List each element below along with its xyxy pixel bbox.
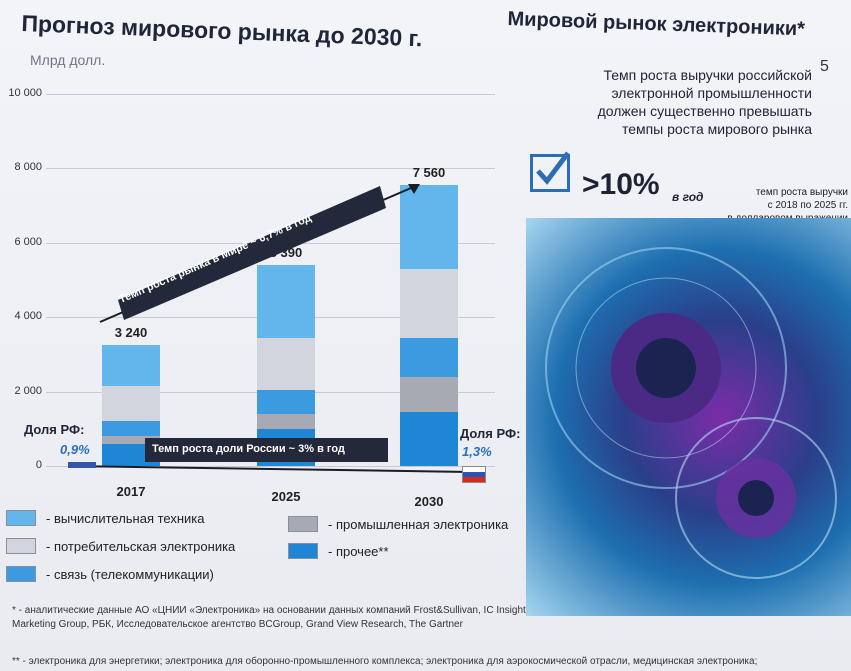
legend-item-other: - прочее** — [288, 543, 389, 559]
unit-label: Млрд долл. — [30, 52, 106, 68]
gridline — [46, 466, 495, 467]
bar-segment — [102, 386, 160, 422]
bar-total-label: 7 560 — [412, 164, 446, 180]
legend-swatch — [288, 543, 318, 559]
legend-label: - прочее** — [328, 543, 389, 559]
bar-segment — [400, 337, 458, 377]
page-number: 5 — [820, 58, 829, 75]
globe-image — [526, 218, 851, 616]
bar-segment — [102, 345, 160, 387]
legend-label: - связь (телекоммуникации) — [46, 566, 214, 582]
y-tick-label: 2 000 — [14, 384, 42, 397]
bar-segment — [102, 421, 160, 437]
legend-swatch — [6, 510, 36, 526]
x-tick-label: 2025 — [271, 489, 301, 504]
y-tick-label: 10 000 — [8, 87, 42, 99]
growth-statement: Темп роста выручки российской электронно… — [597, 67, 812, 137]
bar-segment — [257, 337, 315, 390]
russia-flag-icon — [462, 466, 486, 483]
checkmark-icon — [536, 151, 570, 185]
bar-segment — [257, 389, 315, 414]
y-tick-label: 8 000 — [14, 161, 42, 174]
globe-graphic — [545, 247, 837, 579]
bar-segment — [102, 436, 160, 444]
legend-swatch — [6, 566, 36, 582]
bar-segment — [400, 268, 458, 338]
bar-segment — [400, 376, 458, 413]
legend-item-consumer: - потребительская электроника — [6, 538, 235, 554]
y-tick-label: 0 — [35, 459, 42, 471]
legend-swatch — [288, 516, 318, 532]
bar-total-label: 3 240 — [114, 325, 148, 341]
legend-label: - промышленная электроника — [328, 516, 509, 532]
footnote-sources: * - аналитические данные АО «ЦНИИ «Элект… — [12, 605, 821, 630]
russia-growth-label: Темп роста доли России ~ 3% в год — [152, 443, 345, 455]
share-value-2030: 1,3% — [462, 444, 492, 459]
legend-item-industrial: - промышленная электроника — [288, 516, 508, 532]
gridline — [46, 94, 495, 95]
x-tick-label: 2017 — [116, 484, 146, 499]
share-value-2017: 0,9% — [60, 442, 90, 457]
bar-segment — [257, 265, 315, 338]
gridline — [46, 168, 495, 170]
bar-segment — [400, 412, 458, 466]
legend-item-computing: - вычислительная техника — [6, 510, 205, 526]
checkbox-icon — [530, 151, 570, 192]
legend-swatch — [6, 538, 36, 554]
footnote-other: ** - электроника для энергетики; электро… — [12, 656, 758, 667]
share-label-2030: Доля РФ: — [460, 426, 521, 441]
y-tick-label: 6 000 — [14, 235, 42, 248]
y-tick-label: 4 000 — [14, 310, 42, 323]
bar-segment — [400, 184, 458, 269]
small-bar-2017 — [68, 462, 96, 468]
share-label-2017: Доля РФ: — [24, 422, 85, 437]
legend-label: - потребительская электроника — [46, 538, 236, 554]
bar-segment — [257, 413, 315, 429]
growth-value: >10% — [582, 168, 660, 201]
legend-item-telecom: - связь (телекоммуникации) — [6, 566, 214, 582]
x-tick-label: 2030 — [414, 494, 444, 509]
growth-value-suffix: в год — [672, 190, 704, 204]
legend-label: - вычислительная техника — [46, 510, 205, 526]
